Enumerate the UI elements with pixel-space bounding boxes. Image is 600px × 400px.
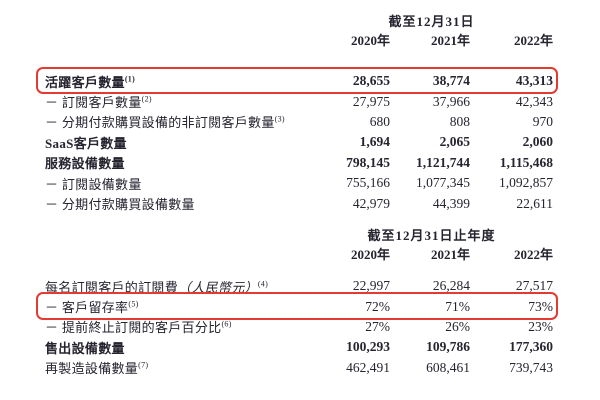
value-cell: 38,774: [432, 73, 470, 89]
value-cell: 608,461: [426, 359, 470, 375]
row-label-text: 售出設備數量: [45, 340, 125, 356]
row-label-text: SaaS客戶數量: [45, 135, 127, 151]
year-header: 2021年: [430, 33, 470, 48]
value-cell: 42,343: [515, 93, 553, 109]
period-header: 截至12月31日止年度: [367, 227, 496, 243]
year-header: 2020年: [350, 247, 390, 262]
table-row: 每名訂閱客戶的訂閱費（人民幣元）(4) 22,997 26,284 27,517: [45, 276, 553, 296]
value-cell: 27,517: [515, 278, 553, 294]
year-header-row: 2020年 2021年 2022年: [45, 30, 553, 49]
value-cell: 970: [532, 113, 553, 129]
row-label-text: － 分期付款購買設備數量: [45, 197, 195, 213]
value-cell: 1,694: [359, 134, 390, 150]
value-cell: 1,121,744: [416, 154, 470, 170]
row-label-text: － 提前終止訂閱的客戶百分比: [45, 320, 222, 336]
value-cell: 739,743: [509, 359, 553, 375]
period-header-row: 截至12月31日止年度: [45, 224, 553, 244]
value-cell: 37,966: [432, 93, 470, 109]
year-header-row: 2020年 2021年 2022年: [45, 244, 553, 263]
row-label-text: － 分期付款購買設備的非訂閱客戶數量: [45, 115, 275, 131]
period-header: 截至12月31日: [388, 13, 475, 29]
row-label-text: 服務設備數量: [45, 156, 125, 172]
table-row: 再製造設備數量(7) 462,491 608,461 739,743: [45, 358, 553, 378]
row-label-text: 每名訂閱客戶的訂閱費: [45, 279, 179, 295]
value-cell: 22,997: [352, 278, 390, 294]
row-label: － 客戶留存率(5): [45, 297, 310, 316]
footnote-marker: (5): [128, 299, 139, 309]
value-cell: 755,166: [346, 175, 390, 191]
footnote-marker: (1): [124, 74, 136, 84]
row-label: 再製造設備數量(7): [45, 358, 310, 377]
value-cell: 72%: [365, 298, 390, 314]
row-label-text: － 客戶留存率: [45, 300, 129, 316]
value-cell: 462,491: [346, 359, 390, 375]
table-row: － 訂閱客戶數量(2) 27,975 37,966 42,343: [45, 91, 553, 111]
year-header: 2022年: [513, 247, 553, 262]
table-row: 活躍客戶數量(1) 28,655 38,774 43,313: [36, 67, 558, 95]
row-label: － 訂閱客戶數量(2): [45, 92, 310, 111]
row-label: 服務設備數量: [45, 153, 310, 172]
row-label: 售出設備數量: [45, 338, 310, 357]
value-cell: 43,313: [515, 73, 553, 89]
row-label: 活躍客戶數量(1): [45, 72, 310, 91]
value-cell: 26%: [445, 318, 470, 334]
value-cell: 42,979: [352, 195, 390, 211]
year-header: 2021年: [430, 247, 470, 262]
value-cell: 808: [449, 113, 470, 129]
value-cell: 44,399: [432, 195, 470, 211]
value-cell: 100,293: [346, 339, 390, 355]
row-label-text: 活躍客戶數量: [45, 74, 125, 90]
value-cell: 2,065: [439, 134, 470, 150]
period-header-row: 截至12月31日: [45, 10, 553, 30]
value-cell: 27%: [365, 318, 390, 334]
table-row: 服務設備數量 798,145 1,121,744 1,115,468: [45, 153, 553, 173]
row-label: － 分期付款購買設備數量: [45, 194, 310, 213]
footnote-marker: (3): [274, 115, 285, 125]
row-label: － 訂閱設備數量: [45, 174, 310, 193]
row-label: 每名訂閱客戶的訂閱費（人民幣元）(4): [45, 277, 310, 296]
row-label: － 分期付款購買設備的非訂閱客戶數量(3): [45, 112, 310, 131]
table-row: － 提前終止訂閱的客戶百分比(6) 27% 26% 23%: [45, 317, 553, 337]
header-gap: [45, 49, 553, 71]
value-cell: 23%: [528, 318, 553, 334]
footnote-marker: (6): [221, 320, 232, 330]
year-header: 2020年: [350, 33, 390, 48]
value-cell: 73%: [528, 298, 553, 314]
value-cell: 177,360: [509, 339, 553, 355]
table-year-ended-dec31: 截至12月31日止年度 2020年 2021年 2022年每名訂閱客戶的訂閱費（人民幣…: [36, 224, 558, 378]
footnote-marker: (7): [138, 360, 149, 370]
row-label-text: 再製造設備數量: [45, 361, 139, 377]
table-row: － 分期付款購買設備數量 42,979 44,399 22,611: [45, 193, 553, 213]
year-header: 2022年: [513, 33, 553, 48]
row-label-text: － 訂閱客戶數量: [45, 95, 142, 111]
value-cell: 1,115,468: [499, 154, 553, 170]
header-gap: [45, 263, 553, 276]
table-row: － 客戶留存率(5) 72% 71% 73%: [36, 292, 558, 320]
value-cell: 27,975: [352, 93, 390, 109]
row-label-text: － 訂閱設備數量: [45, 176, 142, 192]
value-cell: 28,655: [352, 73, 390, 89]
value-cell: 798,145: [346, 154, 390, 170]
row-label: SaaS客戶數量: [45, 133, 310, 152]
value-cell: 71%: [445, 298, 470, 314]
table-as-of-dec31: 截至12月31日 2020年 2021年 2022年活躍客戶數量(1) 28,655 38…: [36, 10, 558, 214]
value-cell: 26,284: [432, 278, 470, 294]
value-cell: 2,060: [522, 134, 553, 150]
value-cell: 109,786: [426, 339, 470, 355]
table-row: － 分期付款購買設備的非訂閱客戶數量(3) 680 808 970: [45, 112, 553, 132]
table-row: － 訂閱設備數量 755,166 1,077,345 1,092,857: [45, 173, 553, 193]
value-cell: 22,611: [516, 195, 553, 211]
footnote-marker: (2): [141, 94, 152, 104]
table-row: SaaS客戶數量 1,694 2,065 2,060: [45, 132, 553, 152]
footnote-marker: (4): [257, 279, 269, 289]
table-row: 售出設備數量 100,293 109,786 177,360: [45, 337, 553, 357]
row-label-parenthetical: （人民幣元）: [178, 279, 258, 295]
value-cell: 1,077,345: [416, 175, 470, 191]
row-label: － 提前終止訂閱的客戶百分比(6): [45, 317, 310, 336]
value-cell: 680: [369, 113, 390, 129]
value-cell: 1,092,857: [499, 175, 553, 191]
